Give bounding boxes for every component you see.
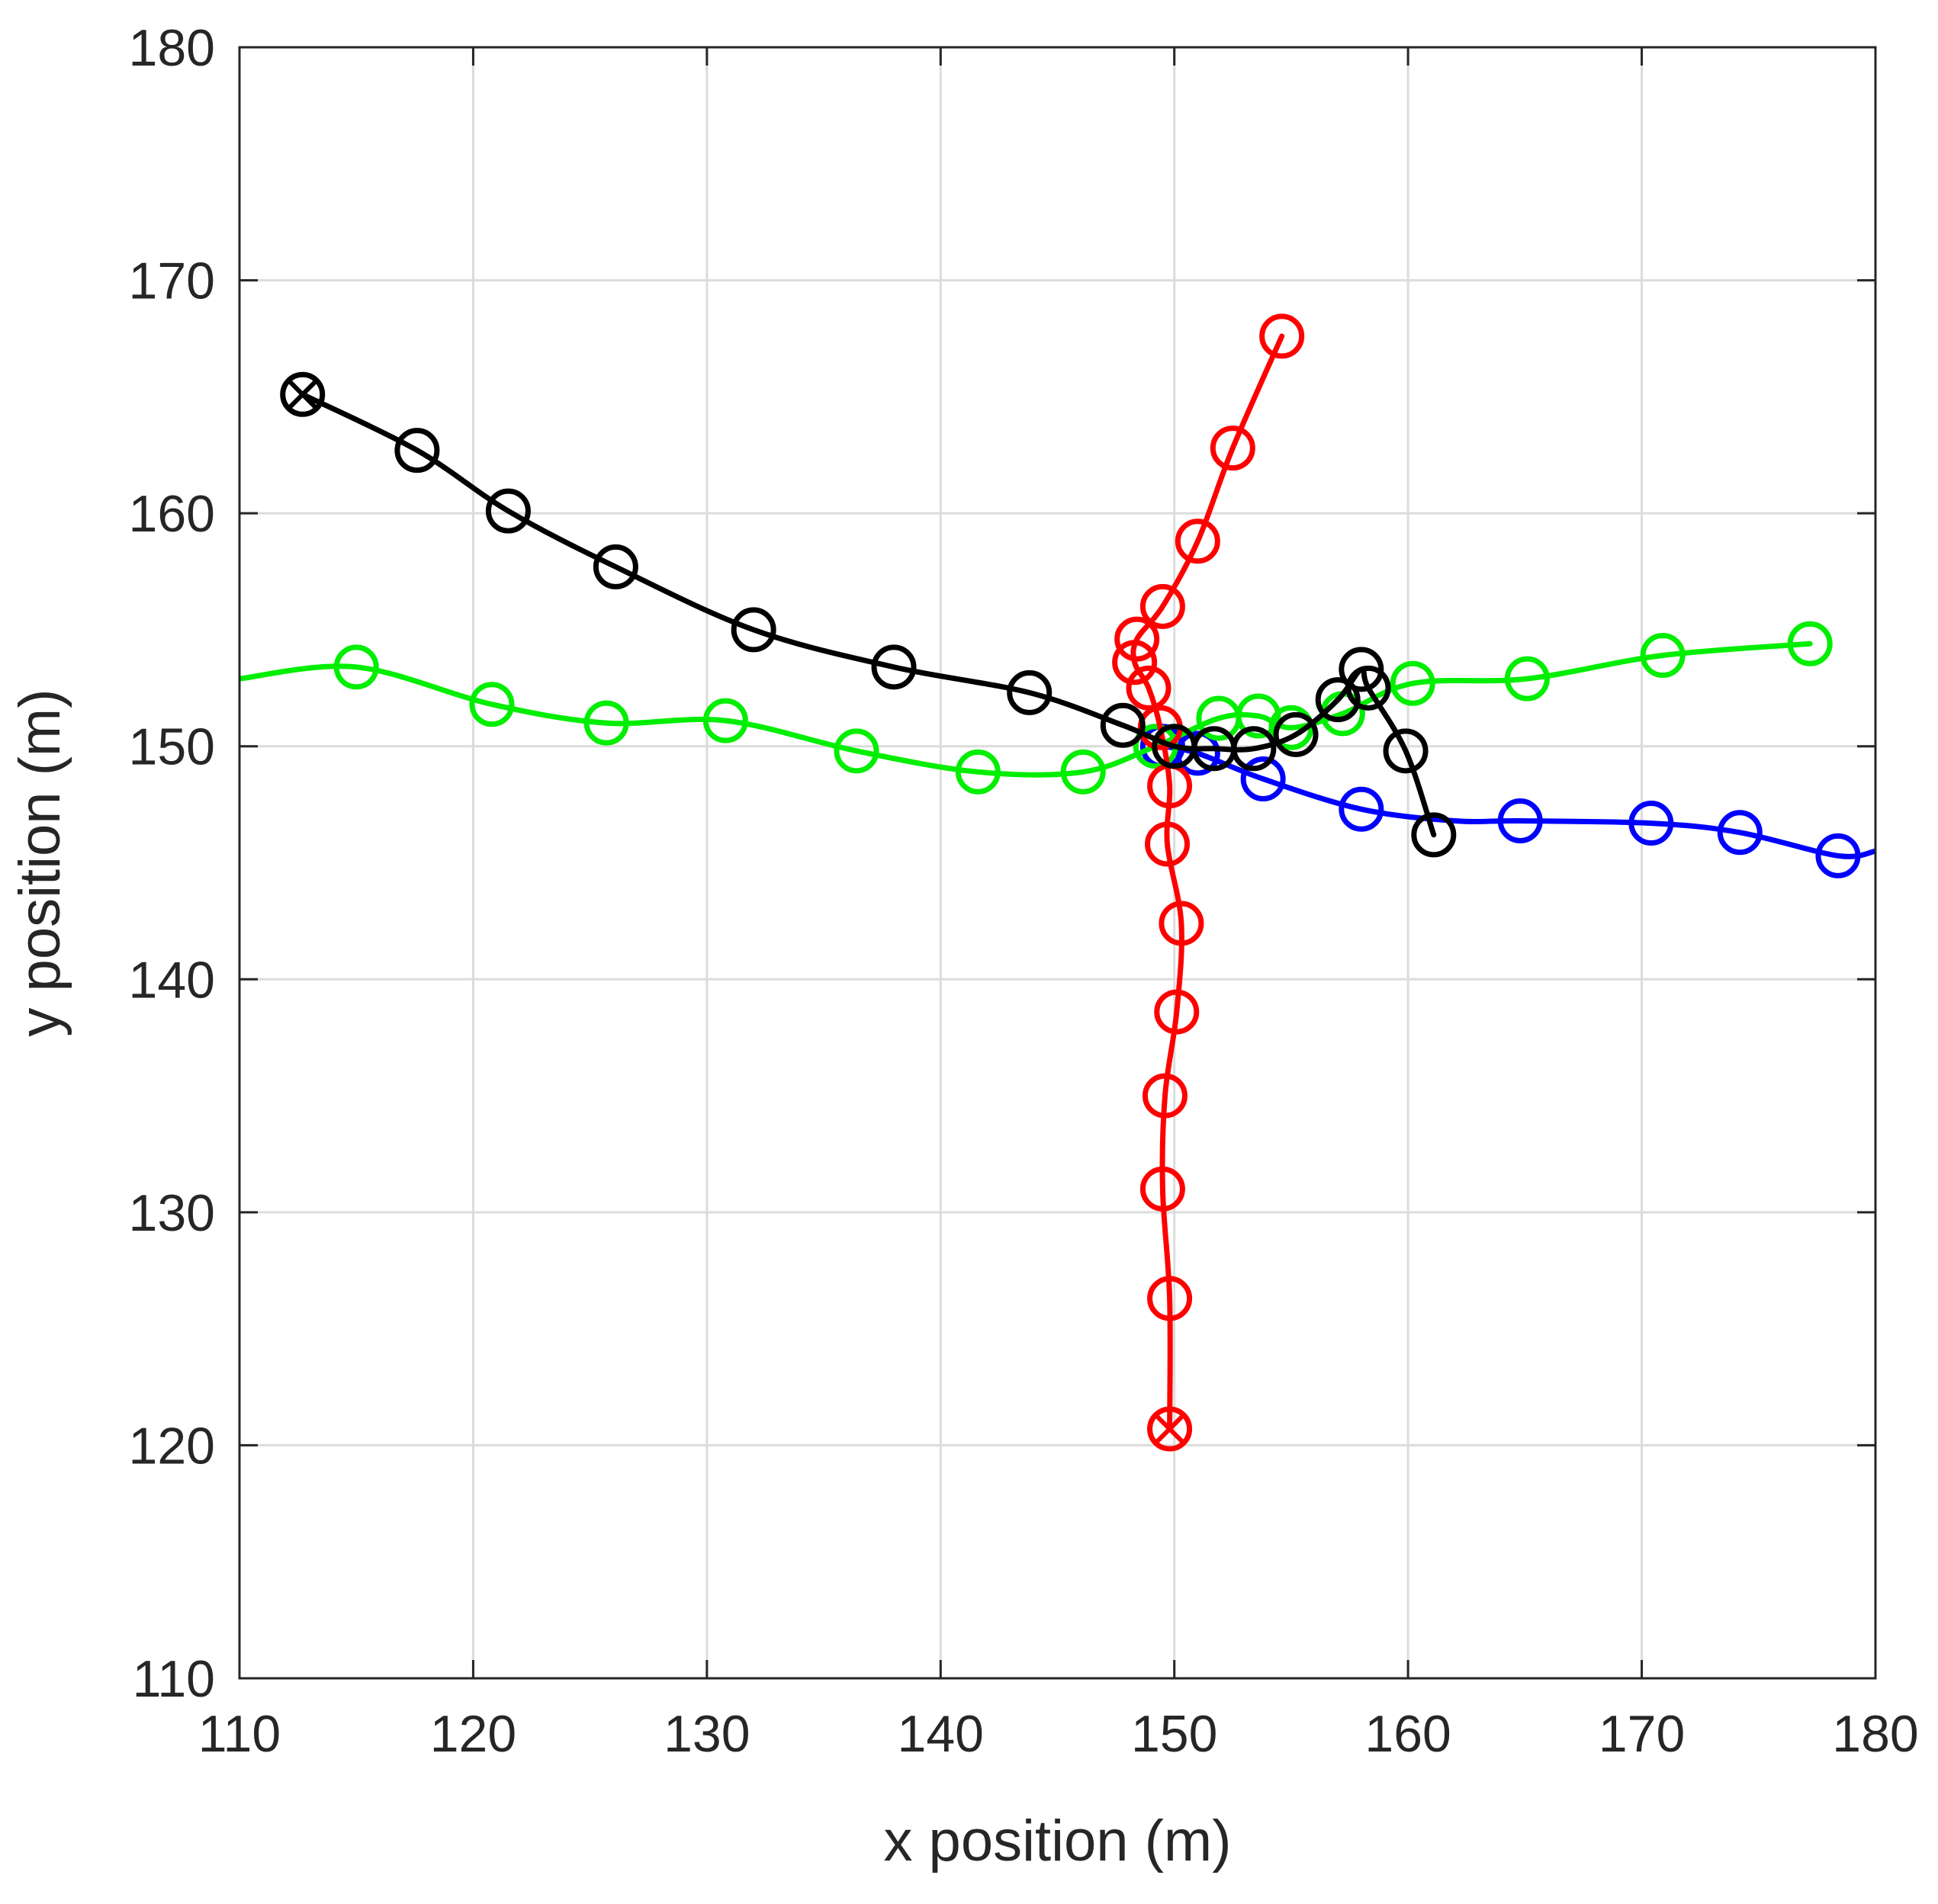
data-point-marker xyxy=(1100,702,1146,748)
data-point-marker xyxy=(1240,756,1286,801)
y-tick-label: 170 xyxy=(129,252,215,310)
plot-area-border xyxy=(238,46,1877,1680)
data-point-marker xyxy=(1114,616,1160,662)
data-point-marker xyxy=(469,682,515,727)
data-point-marker xyxy=(1126,665,1171,711)
y-tick-label: 160 xyxy=(129,485,215,543)
x-tick-label: 170 xyxy=(1599,1705,1685,1763)
data-point-marker xyxy=(1139,1166,1185,1212)
y-tick-label: 130 xyxy=(129,1184,215,1242)
ticks: 110 120 130 140 150 160 170 180 110 120 130 140 150 1… xyxy=(129,19,1919,1763)
data-point-marker xyxy=(1640,633,1686,679)
data-point-marker xyxy=(834,728,879,774)
series-3 xyxy=(280,371,1457,858)
data-point-marker xyxy=(1339,647,1384,692)
y-tick-label: 140 xyxy=(129,951,215,1009)
data-point-marker xyxy=(1210,425,1255,471)
data-point-marker xyxy=(1383,728,1429,774)
x-tick-label: 140 xyxy=(898,1705,984,1763)
x-tick-label: 120 xyxy=(430,1705,516,1763)
x-tick-label: 180 xyxy=(1832,1705,1918,1763)
data-point-marker xyxy=(1145,821,1191,867)
data-point-marker xyxy=(1159,901,1204,946)
data-point-marker xyxy=(1787,621,1833,666)
x-tick-label: 130 xyxy=(664,1705,750,1763)
series-line xyxy=(1159,743,1875,859)
data-point-marker xyxy=(1273,711,1319,757)
x-axis-label: x position (m) xyxy=(883,1809,1231,1873)
series-1 xyxy=(239,621,1833,795)
data-point-marker xyxy=(955,749,1001,795)
data-point-marker xyxy=(1815,833,1861,878)
series-line xyxy=(239,641,1813,778)
data-point-marker xyxy=(1504,656,1550,702)
data-point-marker xyxy=(583,700,629,746)
data-point-marker xyxy=(1315,677,1361,723)
data-point-marker xyxy=(1259,313,1305,359)
data-point-marker xyxy=(1411,812,1457,858)
data-point-marker xyxy=(1231,726,1277,772)
x-tick-label: 150 xyxy=(1131,1705,1217,1763)
series-2 xyxy=(1112,313,1305,1452)
data-point-marker xyxy=(1154,989,1200,1035)
data-point-marker xyxy=(1060,749,1106,795)
data-point-marker xyxy=(1147,1406,1193,1452)
data-point-marker xyxy=(1717,810,1763,856)
data-point-marker xyxy=(593,544,638,589)
data-point-marker xyxy=(485,488,531,534)
series-layer xyxy=(239,313,1875,1452)
data-point-marker xyxy=(1628,801,1674,846)
data-point-marker xyxy=(1339,786,1384,832)
data-point-marker xyxy=(871,644,917,690)
data-point-marker xyxy=(1112,640,1158,686)
y-tick-label: 150 xyxy=(129,718,215,776)
data-point-marker xyxy=(1142,1073,1188,1119)
data-point-marker xyxy=(1007,669,1053,715)
data-point-marker xyxy=(702,698,748,743)
data-point-marker xyxy=(1147,1276,1193,1321)
data-point-marker xyxy=(1268,705,1314,750)
data-point-marker xyxy=(1175,519,1220,564)
x-tick-label: 160 xyxy=(1364,1705,1451,1763)
y-tick-label: 120 xyxy=(129,1417,215,1475)
data-point-marker xyxy=(333,644,379,690)
y-tick-label: 110 xyxy=(133,1650,215,1708)
data-point-marker xyxy=(731,607,776,653)
data-point-marker xyxy=(394,428,440,474)
series-line xyxy=(1130,333,1285,1432)
data-point-marker xyxy=(1497,798,1543,843)
x-tick-label: 110 xyxy=(198,1705,281,1763)
y-tick-label: 180 xyxy=(129,19,215,77)
y-axis-label: y position (m) xyxy=(8,689,72,1036)
start-cross-mark xyxy=(1155,1414,1184,1443)
data-point-marker xyxy=(280,371,326,417)
start-cross-mark xyxy=(288,380,317,409)
data-point-marker xyxy=(1390,660,1435,706)
data-point-marker xyxy=(1345,665,1391,711)
data-point-marker xyxy=(1139,583,1185,629)
